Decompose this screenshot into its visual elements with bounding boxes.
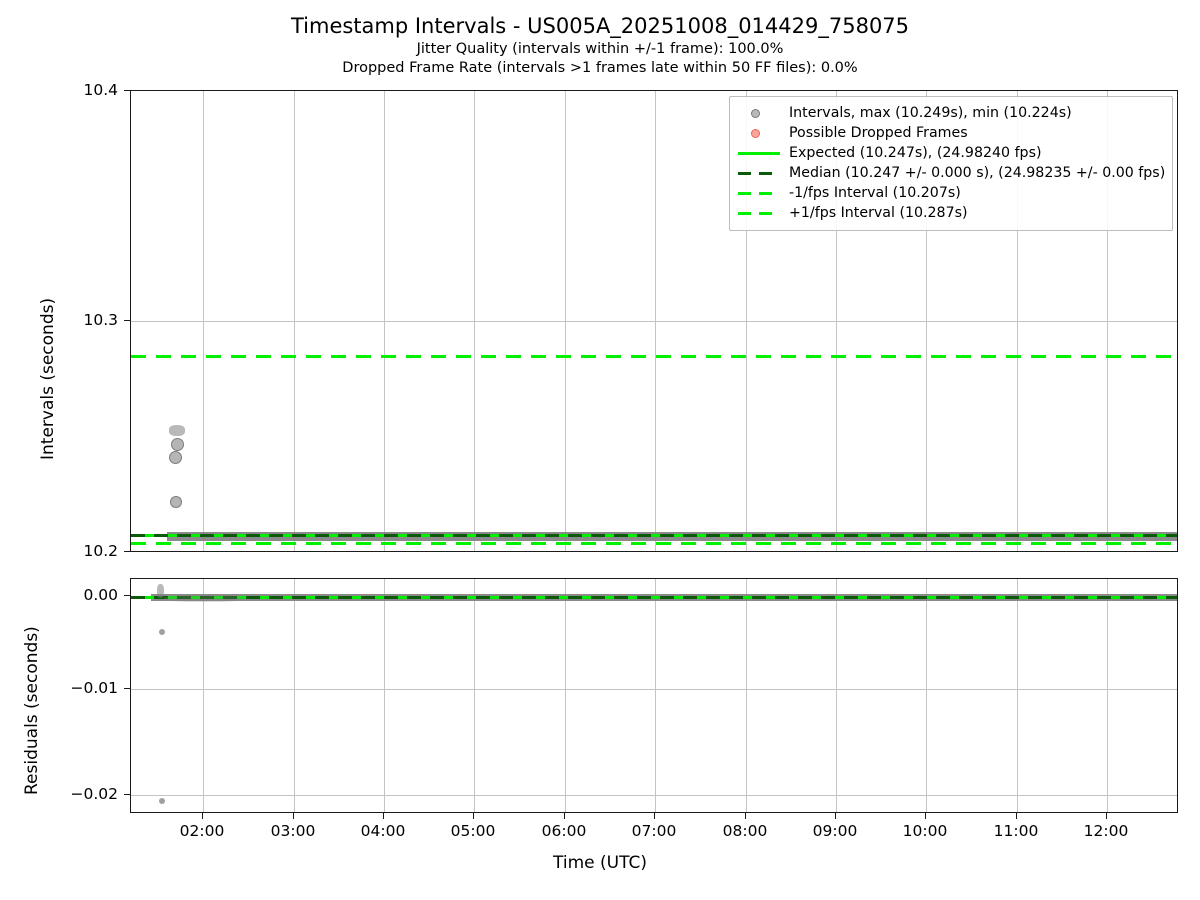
xtick-label-1000: 10:00: [902, 822, 948, 840]
res-gridline-v-0700: [655, 579, 657, 812]
xtick-0700: [654, 813, 656, 819]
ytick-label-10-4: 10.4: [83, 81, 118, 99]
legend-item-minus-one-fps: -1/fps Interval (10.207s): [738, 183, 1164, 203]
res-ytick-000: [124, 595, 130, 597]
residual-point-outlier-1: [159, 629, 165, 635]
legend-label-median: Median (10.247 +/- 0.000 s), (24.98235 +…: [789, 165, 1166, 181]
jitter-quality-subtitle: Jitter Quality (intervals within +/-1 fr…: [416, 41, 784, 57]
xtick-1100: [1016, 813, 1018, 819]
intervals-plot-inner: [131, 91, 1177, 551]
green-dashed-line-icon: [738, 191, 780, 195]
xtick-label-0900: 09:00: [812, 822, 858, 840]
legend-item-plus-one-fps: +1/fps Interval (10.287s): [738, 203, 1164, 223]
legend-key-median: [738, 164, 780, 182]
red-circle-icon: [751, 128, 760, 138]
xtick-1200: [1106, 813, 1108, 819]
ytick-10-4: [124, 90, 130, 92]
x-axis-label: Time (UTC): [553, 853, 647, 873]
xtick-label-0800: 08:00: [722, 822, 768, 840]
res-gridline-v-1200: [1107, 579, 1109, 812]
legend-item-dropped-frames: Possible Dropped Frames: [738, 123, 1164, 143]
median-interval-line: [131, 534, 1177, 537]
interval-point-low: [169, 451, 182, 464]
xtick-0200: [202, 813, 204, 819]
interval-point-max: [171, 438, 184, 451]
ytick-10-3: [124, 320, 130, 322]
xtick-1000: [925, 813, 927, 819]
xtick-label-0600: 06:00: [541, 822, 587, 840]
gridline-h-10-3: [131, 321, 1177, 323]
residuals-plot-inner: [131, 579, 1177, 812]
legend-item-median: Median (10.247 +/- 0.000 s), (24.98235 +…: [738, 163, 1166, 183]
xtick-label-0300: 03:00: [270, 822, 316, 840]
residual-point-outlier-2: [159, 798, 165, 804]
res-gridline-v-0600: [565, 579, 567, 812]
y-axis-label-intervals: Intervals (seconds): [38, 297, 58, 460]
res-ytick-n001: [124, 688, 130, 690]
solid-line-icon: [738, 151, 780, 155]
legend-label-expected: Expected (10.247s), (24.98240 fps): [789, 145, 1042, 161]
res-gridline-v-1100: [1017, 579, 1019, 812]
ytick-label-10-3: 10.3: [83, 311, 118, 329]
interval-jitter-cluster: [169, 425, 185, 436]
xtick-0500: [473, 813, 475, 819]
green-dashed-line-icon-2: [738, 211, 780, 215]
ytick-10-2: [124, 551, 130, 553]
residual-jitter-tail: [164, 595, 244, 602]
xtick-label-0200: 02:00: [179, 822, 225, 840]
res-gridline-v-0800: [746, 579, 748, 812]
xtick-label-1200: 12:00: [1083, 822, 1129, 840]
residuals-plot-area: [130, 578, 1178, 813]
figure-title: Timestamp Intervals - US005A_20251008_01…: [290, 14, 910, 38]
res-gridline-v-0300: [294, 579, 296, 812]
minus-one-fps-line: [131, 542, 1177, 545]
legend-item-intervals: Intervals, max (10.249s), min (10.224s): [738, 103, 1164, 123]
legend-key-minus-one-fps: [738, 184, 780, 202]
legend-box: Intervals, max (10.249s), min (10.224s) …: [729, 96, 1173, 231]
res-ytick-label-n001: −0.01: [70, 679, 119, 697]
residual-median-line: [131, 596, 1177, 599]
res-ytick-label-000: 0.00: [83, 586, 118, 604]
legend-key-dropped-frames: [738, 124, 780, 142]
res-gridline-h-neg001: [131, 689, 1177, 691]
xtick-label-0400: 04:00: [360, 822, 406, 840]
legend-label-plus-one-fps: +1/fps Interval (10.287s): [789, 205, 968, 221]
res-gridline-h-neg002: [131, 795, 1177, 797]
xtick-0900: [835, 813, 837, 819]
gray-circle-icon: [751, 108, 760, 118]
res-gridline-v-0900: [836, 579, 838, 812]
residual-jitter-cluster: [157, 584, 164, 598]
xtick-0300: [293, 813, 295, 819]
xtick-0800: [745, 813, 747, 819]
res-gridline-v-1000: [926, 579, 928, 812]
res-gridline-v-0200: [203, 579, 205, 812]
legend-key-plus-one-fps: [738, 204, 780, 222]
res-ytick-n002: [124, 794, 130, 796]
xtick-label-1100: 11:00: [993, 822, 1039, 840]
res-gridline-v-0400: [384, 579, 386, 812]
xtick-0600: [564, 813, 566, 819]
legend-label-dropped-frames: Possible Dropped Frames: [789, 125, 968, 141]
interval-point-min: [170, 496, 182, 508]
title-block: Timestamp Intervals - US005A_20251008_01…: [0, 12, 1200, 78]
xtick-label-0500: 05:00: [450, 822, 496, 840]
legend-key-intervals: [738, 104, 780, 122]
legend-label-minus-one-fps: -1/fps Interval (10.207s): [789, 185, 961, 201]
legend-key-expected: [738, 144, 780, 162]
legend-item-expected: Expected (10.247s), (24.98240 fps): [738, 143, 1164, 163]
plus-one-fps-line: [131, 355, 1177, 358]
legend-label-intervals: Intervals, max (10.249s), min (10.224s): [789, 105, 1072, 121]
y-axis-label-residuals: Residuals (seconds): [22, 626, 42, 795]
dark-green-dashed-line-icon: [738, 171, 780, 175]
res-gridline-v-0500: [474, 579, 476, 812]
xtick-0400: [383, 813, 385, 819]
res-ytick-label-n002: −0.02: [70, 785, 119, 803]
ytick-label-10-2: 10.2: [83, 542, 118, 560]
xtick-label-0700: 07:00: [631, 822, 677, 840]
dropped-frame-rate-subtitle: Dropped Frame Rate (intervals >1 frames …: [342, 60, 858, 76]
